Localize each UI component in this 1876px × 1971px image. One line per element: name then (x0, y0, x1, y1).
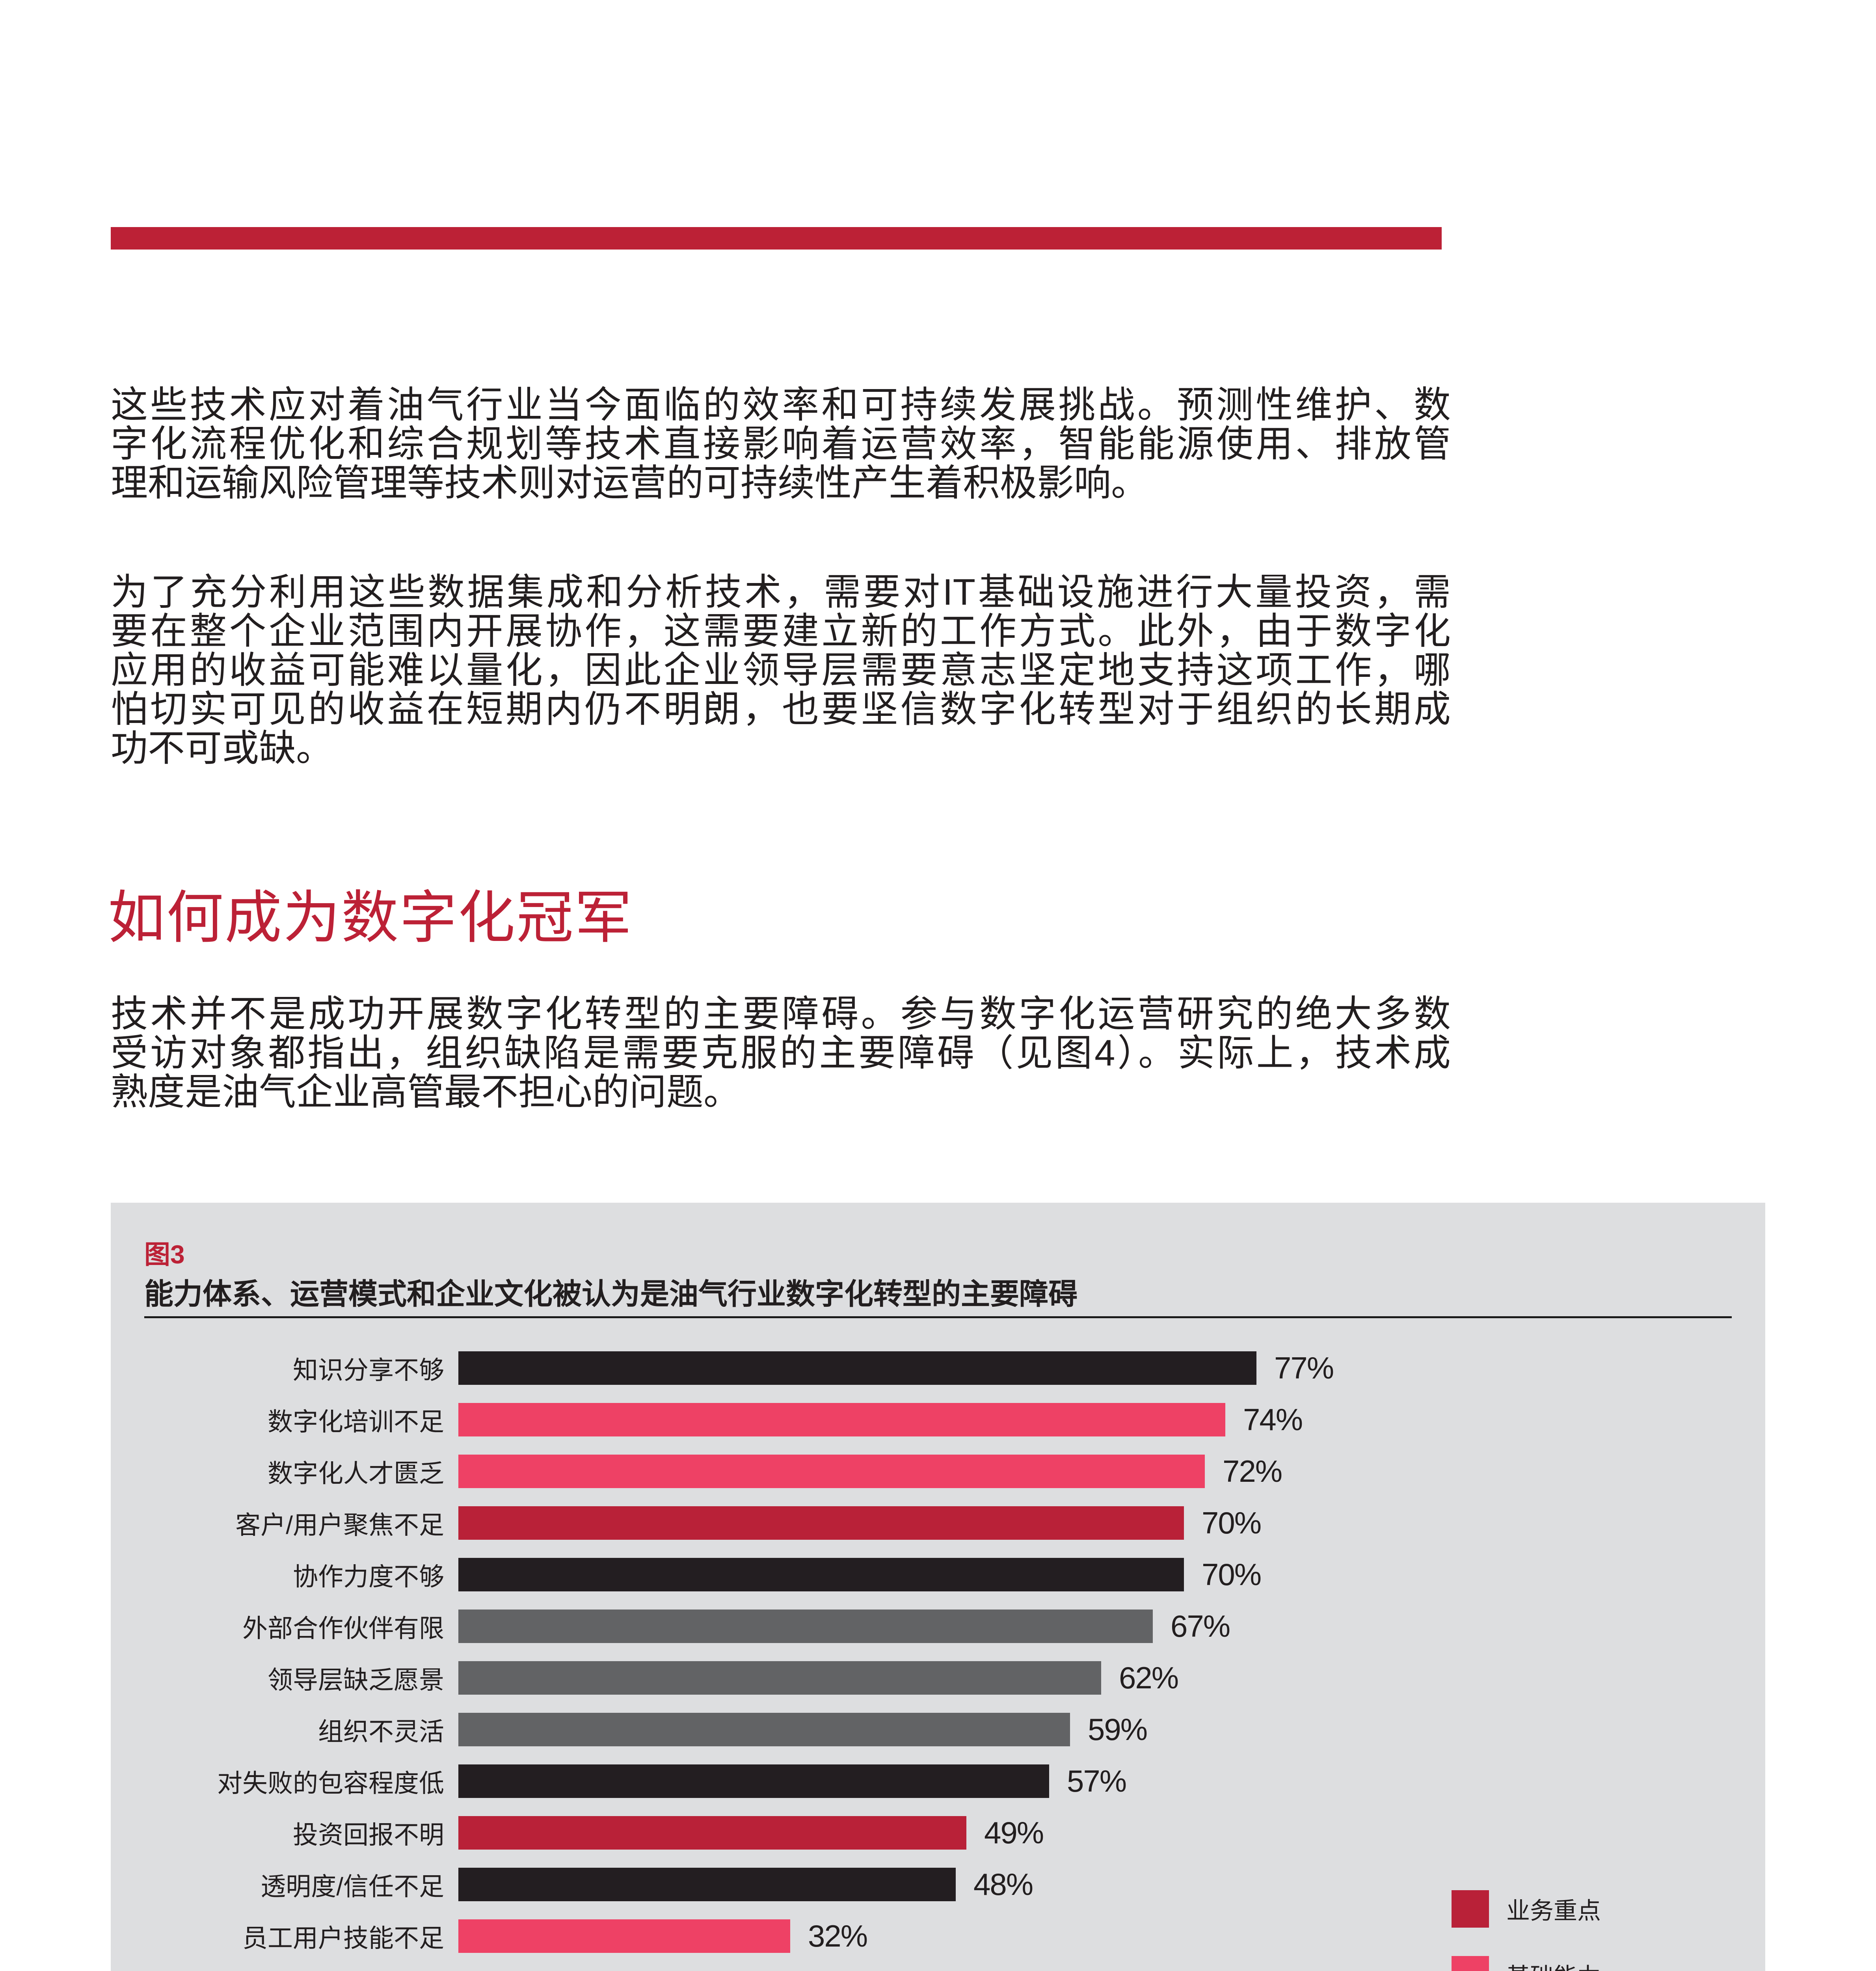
bar-value-label: 62% (1119, 1660, 1179, 1695)
bar-category-label: 知识分享不够 (293, 1356, 444, 1384)
bar-row: 投资回报不明 49% (144, 1815, 1333, 1850)
bar (458, 1919, 790, 1953)
top-accent-bar (111, 227, 1442, 250)
bar (458, 1661, 1101, 1695)
bar-value-label: 74% (1243, 1402, 1303, 1437)
paragraph-it-investment: 为了充分利用这些数据集成和分析技术，需要对IT基础设施进行大量投资，需 要在整个企… (111, 572, 1451, 768)
bar-row: 外部合作伙伴有限 67% (144, 1609, 1333, 1643)
bar-value-label: 77% (1274, 1351, 1334, 1385)
bar (458, 1506, 1184, 1540)
paragraph-line: 应用的收益可能难以量化，因此企业领导层需要意志坚定地支持这项工作，哪 (111, 649, 1451, 691)
bar-value-label: 57% (1067, 1764, 1127, 1798)
bar-value-label: 70% (1202, 1557, 1262, 1592)
paragraph-line: 要在整个企业范围内开展协作，这需要建立新的工作方式。此外，由于数字化 (111, 610, 1451, 652)
bar-chart: 知识分享不够 77% 数字化培训不足 74% 数字化人才匮乏 72% 客户/用户聚焦不足 70… (144, 1351, 1334, 1971)
legend-swatch (1452, 1890, 1489, 1928)
legend-label: 业务重点 (1506, 1898, 1601, 1924)
legend-label: 基础能力 (1506, 1958, 1601, 1971)
legend-swatch (1452, 1956, 1489, 1971)
bar-row: 客户/用户聚焦不足 70% (144, 1505, 1333, 1540)
bar (458, 1351, 1256, 1385)
paragraph-line: 为了充分利用这些数据集成和分析技术，需要对IT基础设施进行大量投资，需 (111, 571, 1451, 613)
section-heading: 如何成为数字化冠军 (108, 887, 633, 950)
paragraph-line: 怕切实可见的收益在短期内仍不明朗，也要坚信数字化转型对于组织的长期成 (111, 688, 1451, 730)
bar-category-label: 领导层缺乏愿景 (268, 1665, 444, 1694)
bar-category-label: 外部合作伙伴有限 (242, 1614, 444, 1643)
bar-category-label: 员工用户技能不足 (242, 1924, 444, 1952)
figure-title: 能力体系、运营模式和企业文化被认为是油气行业数字化转型的主要障碍 (144, 1278, 1078, 1310)
bar-value-label: 32% (808, 1919, 868, 1953)
paragraph-line: 受访对象都指出，组织缺陷是需要克服的主要障碍（见图4）。实际上，技术成 (111, 1032, 1451, 1073)
legend-item: 业务重点 (1452, 1890, 1672, 1928)
bar-row: 知识分享不够 77% (144, 1351, 1334, 1385)
paragraph-line: 技术并不是成功开展数字化转型的主要障碍。参与数字化运营研究的绝大多数 (111, 993, 1451, 1034)
bar-row: 协作力度不够 70% (144, 1557, 1333, 1592)
bar-value-label: 49% (984, 1815, 1044, 1850)
bar-category-label: 数据不可靠 (144, 1970, 444, 1971)
bar-category-label: 数字化培训不足 (268, 1407, 444, 1436)
bar-value-label: 59% (1088, 1712, 1148, 1747)
bar-category-label: 对失败的包容程度低 (217, 1769, 444, 1798)
bar-row: 数字化人才匮乏 72% (144, 1454, 1333, 1488)
bar-value-label: 32% (808, 1970, 868, 1971)
bar (458, 1868, 956, 1901)
bar-value-label: 67% (1171, 1609, 1230, 1643)
paragraph-line: 功不可或缺。 (111, 727, 333, 769)
paragraph-main-obstacles: 技术并不是成功开展数字化转型的主要障碍。参与数字化运营研究的绝大多数 受访对象都指… (111, 994, 1451, 1111)
bar-category-label: 投资回报不明 (293, 1820, 444, 1849)
bar (458, 1816, 966, 1850)
paragraph-line: 理和运输风险管理等技术则对运营的可持续性产生着积极影响。 (111, 462, 1148, 503)
bar-row: 领导层缺乏愿景 62% (144, 1660, 1333, 1695)
bar-category-label: 组织不灵活 (318, 1717, 444, 1746)
bar (458, 1455, 1205, 1488)
bar (458, 1558, 1184, 1591)
bar-row: 数字化培训不足 74% (144, 1402, 1333, 1437)
bar-value-label: 70% (1202, 1505, 1262, 1540)
bar-row: 员工用户技能不足 32% (144, 1919, 1333, 1953)
paragraph-line: 这些技术应对着油气行业当今面临的效率和可持续发展挑战。预测性维护、数 (111, 384, 1451, 425)
bar-category-label: 数字化人才匮乏 (268, 1459, 444, 1488)
legend-item: 基础能力 (1452, 1956, 1672, 1971)
figure-label: 图3 (144, 1240, 185, 1269)
figure3-panel: 图3 能力体系、运营模式和企业文化被认为是油气行业数字化转型的主要障碍 知识分享… (111, 1203, 1765, 1971)
bar (458, 1610, 1153, 1643)
figure-top-rule (144, 1316, 1732, 1318)
bar-row: 透明度/信任不足 48% (144, 1867, 1333, 1902)
bar (458, 1403, 1225, 1436)
bar-category-label: 透明度/信任不足 (261, 1872, 444, 1901)
bar (458, 1764, 1049, 1798)
bar-value-label: 72% (1223, 1454, 1282, 1488)
bar (458, 1713, 1070, 1746)
bar-category-label: 客户/用户聚焦不足 (235, 1511, 444, 1539)
bar-row: 对失败的包容程度低 57% (144, 1764, 1333, 1798)
bar-category-label: 协作力度不够 (293, 1562, 444, 1591)
bar-row: 组织不灵活 59% (144, 1712, 1333, 1747)
bar-value-label: 48% (973, 1867, 1033, 1902)
paragraph-technology-challenges: 这些技术应对着油气行业当今面临的效率和可持续发展挑战。预测性维护、数 字化流程优化… (111, 385, 1451, 502)
paragraph-line: 字化流程优化和综合规划等技术直接影响着运营效率，智能能源使用、排放管 (111, 423, 1451, 464)
paragraph-line: 熟度是油气企业高管最不担心的问题。 (111, 1071, 741, 1112)
chart-legend: 业务重点基础能力数字化运营模式敏捷文化其他 (1452, 1890, 1672, 1971)
